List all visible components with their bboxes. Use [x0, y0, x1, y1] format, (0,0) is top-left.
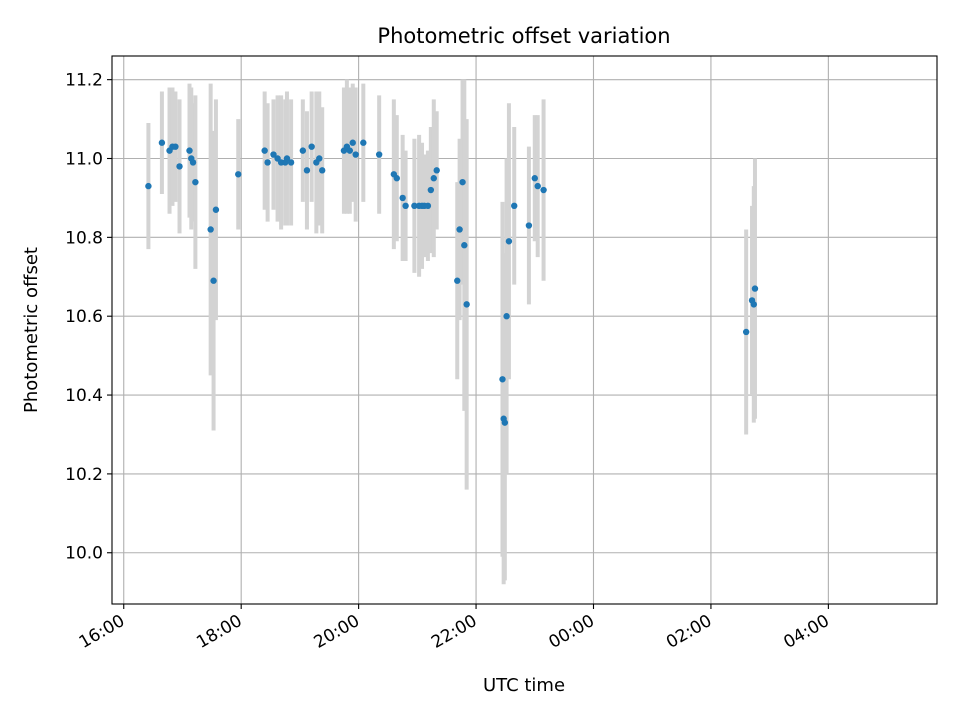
- data-point: [427, 186, 435, 194]
- x-tick-label: 20:00: [311, 611, 363, 653]
- data-point: [352, 151, 359, 158]
- data-point: [750, 301, 757, 308]
- data-point: [525, 222, 533, 229]
- data-points: [145, 139, 759, 426]
- data-point: [433, 167, 440, 174]
- data-point: [540, 186, 547, 194]
- data-point: [411, 202, 418, 210]
- data-point: [299, 147, 307, 154]
- data-point: [501, 419, 509, 426]
- data-point: [459, 178, 466, 186]
- error-bars: [146, 79, 757, 585]
- y-tick-label: 11.2: [65, 71, 103, 91]
- data-point: [186, 147, 193, 154]
- data-point: [399, 194, 406, 202]
- data-point: [176, 163, 183, 170]
- data-point: [172, 143, 179, 150]
- y-tick-label: 11.0: [65, 150, 103, 170]
- plot-frame: [111, 55, 938, 605]
- data-point: [189, 159, 197, 166]
- x-tick-label: 18:00: [193, 611, 245, 653]
- data-point: [303, 167, 311, 174]
- x-tick-label: 04:00: [780, 611, 832, 653]
- data-point: [375, 151, 383, 158]
- data-point: [192, 178, 199, 186]
- data-point: [264, 159, 271, 166]
- data-point: [283, 155, 291, 162]
- x-axis-ticks: 16:00 18:00 20:00 22:00 00:00 02:00 04:00: [76, 604, 833, 653]
- data-point: [454, 277, 461, 284]
- x-tick-label: 16:00: [76, 611, 128, 653]
- data-point: [270, 151, 277, 158]
- data-point: [210, 277, 217, 284]
- data-point: [145, 182, 152, 190]
- data-point: [319, 167, 326, 174]
- x-tick-label: 22:00: [428, 611, 480, 653]
- data-point: [511, 202, 518, 210]
- y-axis-ticks: 10.0 10.2 10.4 10.6 10.8 11.0 11.2: [65, 71, 112, 564]
- data-point: [207, 226, 214, 233]
- data-point: [402, 202, 409, 210]
- data-point: [235, 171, 242, 178]
- y-tick-label: 10.4: [65, 386, 103, 406]
- data-point: [287, 159, 295, 166]
- data-point: [499, 376, 506, 383]
- data-point: [503, 313, 510, 320]
- data-point: [461, 242, 468, 249]
- data-point: [346, 147, 354, 154]
- y-tick-label: 10.6: [65, 307, 103, 327]
- grid-lines: [112, 56, 937, 604]
- data-point: [742, 328, 750, 336]
- data-point: [158, 139, 166, 146]
- chart-title: Photometric offset variation: [377, 24, 670, 48]
- y-axis-label: Photometric offset: [21, 247, 42, 413]
- data-point: [430, 175, 437, 182]
- data-point: [505, 238, 513, 245]
- data-point: [463, 301, 470, 308]
- data-point: [534, 182, 541, 190]
- data-point: [316, 155, 323, 162]
- y-tick-label: 10.8: [65, 228, 103, 248]
- y-tick-label: 10.2: [65, 465, 103, 485]
- data-point: [456, 226, 463, 233]
- data-point: [751, 285, 759, 292]
- data-point: [308, 143, 315, 150]
- x-tick-label: 02:00: [663, 611, 715, 653]
- x-axis-label: UTC time: [483, 675, 565, 696]
- data-point: [393, 175, 400, 182]
- data-point: [212, 206, 220, 213]
- data-point: [349, 139, 356, 146]
- y-tick-label: 10.0: [65, 544, 103, 564]
- data-point: [261, 147, 268, 154]
- data-point: [360, 139, 367, 146]
- data-point: [531, 175, 538, 182]
- x-tick-label: 00:00: [546, 611, 598, 653]
- data-point: [424, 202, 432, 210]
